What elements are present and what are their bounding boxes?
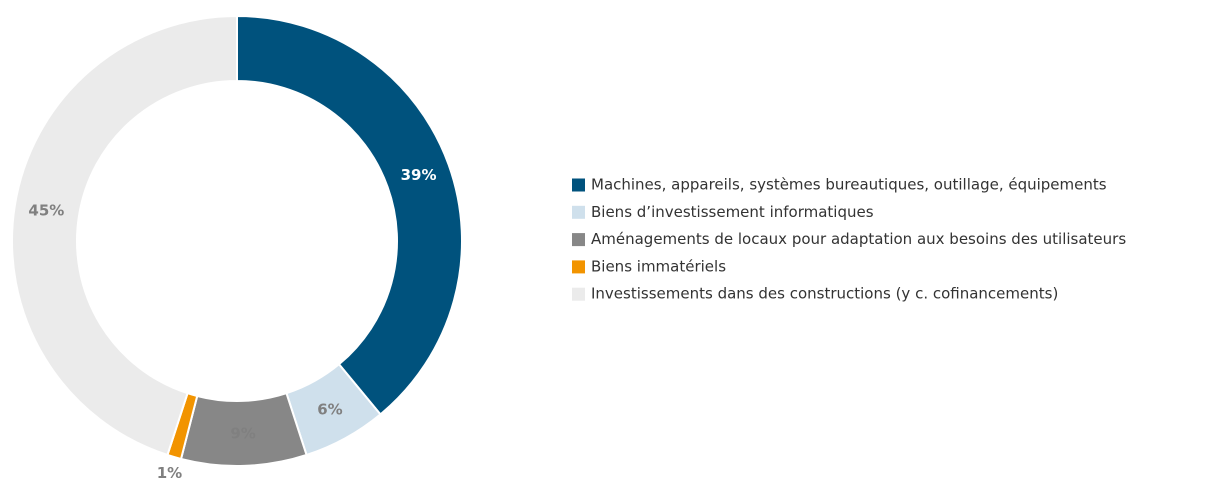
- legend-text: Biens d’investissement informatiques: [591, 203, 874, 221]
- legend-text: Investissements dans des constructions (…: [591, 285, 1058, 303]
- slice-label: 45%: [28, 201, 64, 219]
- legend-text: Biens immatériels: [591, 257, 726, 275]
- donut-slice: [236, 14, 463, 416]
- slice-label: 1%: [157, 464, 182, 482]
- slice-label: 39%: [401, 166, 437, 184]
- legend-text: Aménagements de locaux pour adaptation a…: [591, 230, 1126, 248]
- legend-swatch: [572, 287, 585, 301]
- legend-swatch: [572, 205, 585, 219]
- legend-swatch: [572, 233, 585, 247]
- legend-swatch: [572, 260, 585, 274]
- legend-swatch: [572, 178, 585, 192]
- slice-label: 9%: [230, 424, 255, 442]
- legend-text: Machines, appareils, systèmes bureautiqu…: [591, 176, 1107, 194]
- slice-label: 6%: [317, 401, 342, 419]
- donut-slice: [11, 14, 238, 457]
